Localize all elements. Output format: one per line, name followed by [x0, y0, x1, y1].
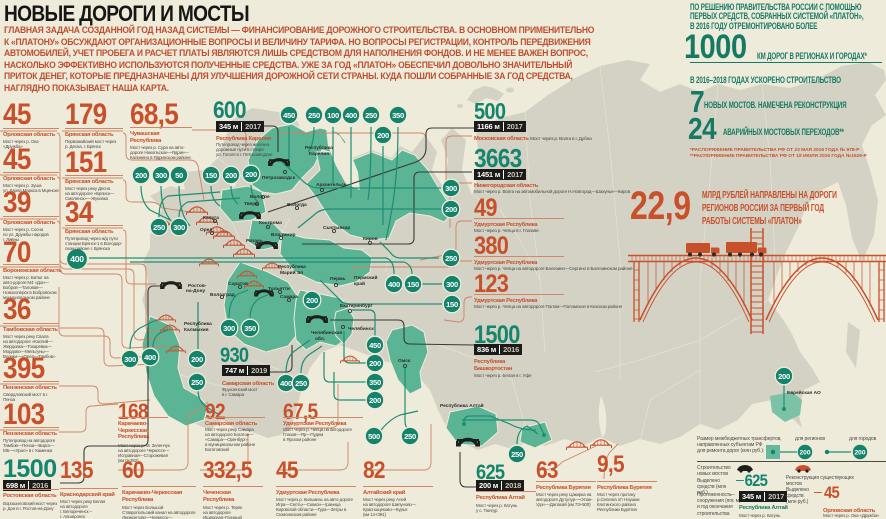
svg-text:Тверь: Тверь [244, 201, 258, 207]
svg-text:Киров: Киров [363, 236, 378, 242]
svg-text:Карелия: Карелия [309, 151, 329, 157]
svg-text:50: 50 [175, 171, 183, 180]
svg-text:350: 350 [244, 324, 256, 333]
svg-text:Владимир: Владимир [271, 232, 296, 238]
svg-text:Республика: Республика [278, 263, 306, 270]
svg-text:Марий Эл: Марий Эл [280, 269, 303, 276]
svg-text:200: 200 [377, 131, 389, 140]
svg-text:400: 400 [345, 111, 357, 120]
svg-text:500: 500 [368, 432, 380, 441]
svg-text:Пермский: Пермский [354, 274, 377, 281]
svg-text:400: 400 [144, 353, 156, 362]
svg-text:100: 100 [327, 111, 339, 120]
svg-text:150: 150 [205, 171, 217, 180]
svg-text:Ростов-: Ростов- [188, 283, 207, 289]
svg-text:350: 350 [392, 111, 404, 120]
svg-text:400: 400 [280, 379, 292, 388]
svg-text:200: 200 [245, 170, 257, 179]
svg-text:Калуга: Калуга [203, 215, 219, 221]
svg-text:250: 250 [295, 379, 307, 388]
svg-text:Архангельск: Архангельск [316, 182, 347, 188]
svg-text:на-Дону: на-Дону [186, 288, 205, 294]
svg-text:200: 200 [135, 171, 147, 180]
svg-text:Тольятти: Тольятти [268, 286, 290, 292]
svg-text:Еврейская АО: Еврейская АО [787, 389, 821, 396]
svg-text:250: 250 [511, 450, 523, 459]
svg-text:150: 150 [446, 300, 458, 309]
svg-text:Петрозаводск: Петрозаводск [262, 175, 296, 181]
svg-text:300: 300 [445, 184, 457, 193]
svg-text:край: край [354, 280, 365, 287]
svg-text:Республика: Республика [184, 320, 212, 327]
svg-text:Волгоград: Волгоград [210, 292, 235, 298]
svg-text:Пермь: Пермь [330, 276, 346, 282]
svg-text:300: 300 [173, 223, 185, 232]
svg-text:Екатеринбург: Екатеринбург [340, 302, 373, 309]
svg-text:200: 200 [306, 296, 318, 305]
svg-text:Калмыкия: Калмыкия [184, 327, 209, 333]
svg-text:200: 200 [778, 372, 790, 381]
svg-text:Сыктывкар: Сыктывкар [323, 225, 350, 231]
svg-text:300: 300 [124, 355, 136, 364]
svg-text:Самара: Самара [280, 294, 298, 300]
svg-text:450: 450 [369, 341, 381, 350]
svg-text:250: 250 [153, 223, 165, 232]
svg-text:Республика: Республика [305, 144, 333, 151]
svg-text:200: 200 [225, 171, 237, 180]
svg-text:250: 250 [308, 111, 320, 120]
svg-text:300: 300 [155, 171, 167, 180]
svg-text:150: 150 [407, 280, 419, 289]
svg-text:200: 200 [191, 355, 203, 364]
svg-text:200: 200 [369, 359, 381, 368]
svg-text:Орел: Орел [200, 227, 212, 233]
svg-text:Челябинск: Челябинск [348, 325, 374, 332]
svg-text:400: 400 [388, 280, 400, 289]
svg-text:Кострома: Кострома [259, 220, 282, 226]
svg-text:Омск: Омск [398, 358, 411, 364]
svg-text:250: 250 [404, 432, 416, 441]
svg-text:400: 400 [70, 254, 84, 264]
svg-text:Челябинская: Челябинская [311, 329, 342, 336]
svg-text:250: 250 [191, 378, 203, 387]
svg-text:Вологда: Вологда [287, 202, 307, 208]
svg-text:450: 450 [283, 111, 295, 120]
svg-text:обл.: обл. [315, 335, 325, 342]
svg-text:Республика Алтай: Республика Алтай [440, 402, 484, 409]
svg-text:Рязань: Рязань [246, 238, 263, 244]
svg-text:300: 300 [446, 280, 458, 289]
svg-text:Бологое: Бологое [250, 194, 270, 200]
svg-text:250: 250 [445, 254, 457, 263]
svg-text:200: 200 [445, 205, 457, 214]
svg-text:200: 200 [369, 396, 381, 405]
svg-text:250: 250 [365, 111, 377, 120]
svg-text:Саратов: Саратов [228, 281, 248, 287]
svg-text:350: 350 [369, 378, 381, 387]
svg-text:300: 300 [223, 324, 235, 333]
